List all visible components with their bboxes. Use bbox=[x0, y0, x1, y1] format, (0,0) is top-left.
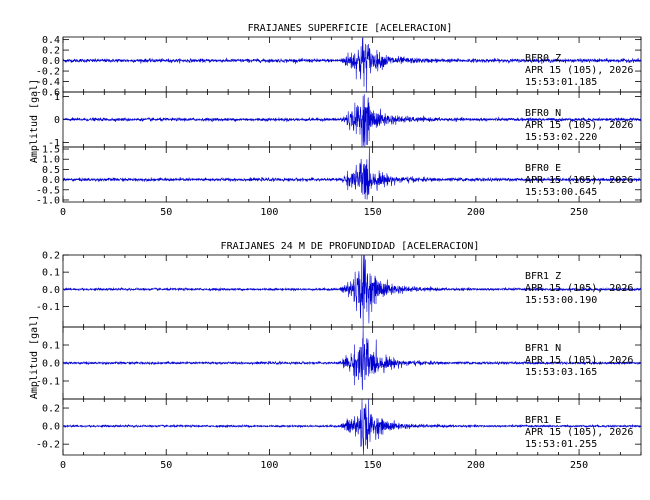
panel-label-0-2-2: 15:53:00.645 bbox=[525, 187, 597, 198]
panel-label-0-1-1: APR 15 (105), 2026 bbox=[525, 120, 633, 131]
y-tick-label-0-2-0: 1.5 bbox=[42, 145, 60, 156]
panel-label-0-2-0: BFR0 E bbox=[525, 163, 561, 174]
x-tick-label-1-1: 50 bbox=[160, 460, 172, 471]
y-tick-label-0-1-2: -1 bbox=[48, 138, 60, 149]
y-tick-label-0-0-2: 0.0 bbox=[42, 56, 60, 67]
panel-label-1-0-1: APR 15 (105), 2026 bbox=[525, 283, 633, 294]
panel-label-0-0-2: 15:53:01.185 bbox=[525, 77, 597, 88]
x-tick-label-0-4: 200 bbox=[467, 207, 485, 218]
y-tick-label-0-0-1: 0.2 bbox=[42, 46, 60, 57]
panel-label-1-1-2: 15:53:03.165 bbox=[525, 367, 597, 378]
y-tick-label-0-0-4: -0.4 bbox=[36, 77, 60, 88]
trace-bfr0-z bbox=[62, 37, 642, 92]
panel-label-1-1-1: APR 15 (105), 2026 bbox=[525, 355, 633, 366]
y-tick-label-1-0-3: -0.1 bbox=[36, 302, 60, 313]
x-tick-label-1-2: 100 bbox=[260, 460, 278, 471]
trace-bfr0-e bbox=[62, 147, 642, 200]
y-tick-label-0-2-5: -1.0 bbox=[36, 195, 60, 206]
x-tick-label-1-4: 200 bbox=[467, 460, 485, 471]
panel-label-1-2-2: 15:53:01.255 bbox=[525, 439, 597, 450]
y-tick-label-0-2-2: 0.5 bbox=[42, 165, 60, 176]
trace-bfr1-z bbox=[62, 255, 642, 327]
panel-label-0-0-1: APR 15 (105), 2026 bbox=[525, 65, 633, 76]
y-tick-label-0-2-3: 0.0 bbox=[42, 175, 60, 186]
top-y-axis-label: Amplitud [gal] bbox=[29, 79, 40, 163]
y-tick-label-0-1-0: 1 bbox=[54, 92, 60, 103]
y-tick-label-0-2-1: 1.0 bbox=[42, 155, 60, 166]
y-tick-label-1-0-0: 0.2 bbox=[42, 251, 60, 262]
panel-label-0-1-2: 15:53:02.220 bbox=[525, 132, 597, 143]
x-tick-label-0-5: 250 bbox=[570, 207, 588, 218]
bottom-y-axis-label: Amplitud [gal] bbox=[29, 315, 40, 399]
x-tick-label-0-1: 50 bbox=[160, 207, 172, 218]
x-tick-label-0-3: 150 bbox=[364, 207, 382, 218]
y-tick-label-1-1-2: -0.1 bbox=[36, 377, 60, 388]
y-tick-label-0-0-0: 0.4 bbox=[42, 35, 60, 46]
x-tick-label-1-5: 250 bbox=[570, 460, 588, 471]
x-tick-label-1-3: 150 bbox=[364, 460, 382, 471]
bottom-chart-title: FRAIJANES 24 M DE PROFUNDIDAD [ACELERACI… bbox=[221, 241, 480, 252]
panel-label-0-2-1: APR 15 (105), 2026 bbox=[525, 175, 633, 186]
panel-label-1-0-2: 15:53:00.190 bbox=[525, 295, 597, 306]
x-tick-label-0-2: 100 bbox=[260, 207, 278, 218]
x-tick-label-0-0: 0 bbox=[60, 207, 66, 218]
y-tick-label-1-0-2: 0.0 bbox=[42, 285, 60, 296]
panel-label-1-1-0: BFR1 N bbox=[525, 343, 561, 354]
y-tick-label-1-1-1: 0.0 bbox=[42, 359, 60, 370]
y-tick-label-0-0-5: -0.6 bbox=[36, 88, 60, 99]
y-tick-label-0-0-3: -0.2 bbox=[36, 67, 60, 78]
panel-label-0-0-0: BFR0 Z bbox=[525, 53, 561, 64]
y-tick-label-1-2-2: -0.2 bbox=[36, 440, 60, 451]
y-tick-label-1-2-0: 0.2 bbox=[42, 404, 60, 415]
trace-bfr1-n bbox=[62, 327, 642, 390]
y-tick-label-0-1-1: 0 bbox=[54, 115, 60, 126]
y-tick-label-1-0-1: 0.1 bbox=[42, 268, 60, 279]
trace-bfr1-e bbox=[62, 399, 642, 455]
y-tick-label-1-2-1: 0.0 bbox=[42, 422, 60, 433]
panel-label-1-2-0: BFR1 E bbox=[525, 415, 561, 426]
top-chart-title: FRAIJANES SUPERFICIE [ACELERACION] bbox=[248, 23, 453, 34]
panel-label-1-0-0: BFR1 Z bbox=[525, 271, 561, 282]
panel-label-0-1-0: BFR0 N bbox=[525, 108, 561, 119]
x-tick-label-1-0: 0 bbox=[60, 460, 66, 471]
panel-label-1-2-1: APR 15 (105), 2026 bbox=[525, 427, 633, 438]
trace-bfr0-n bbox=[62, 94, 642, 147]
y-tick-label-1-1-0: 0.1 bbox=[42, 341, 60, 352]
y-tick-label-0-2-4: -0.5 bbox=[36, 185, 60, 196]
